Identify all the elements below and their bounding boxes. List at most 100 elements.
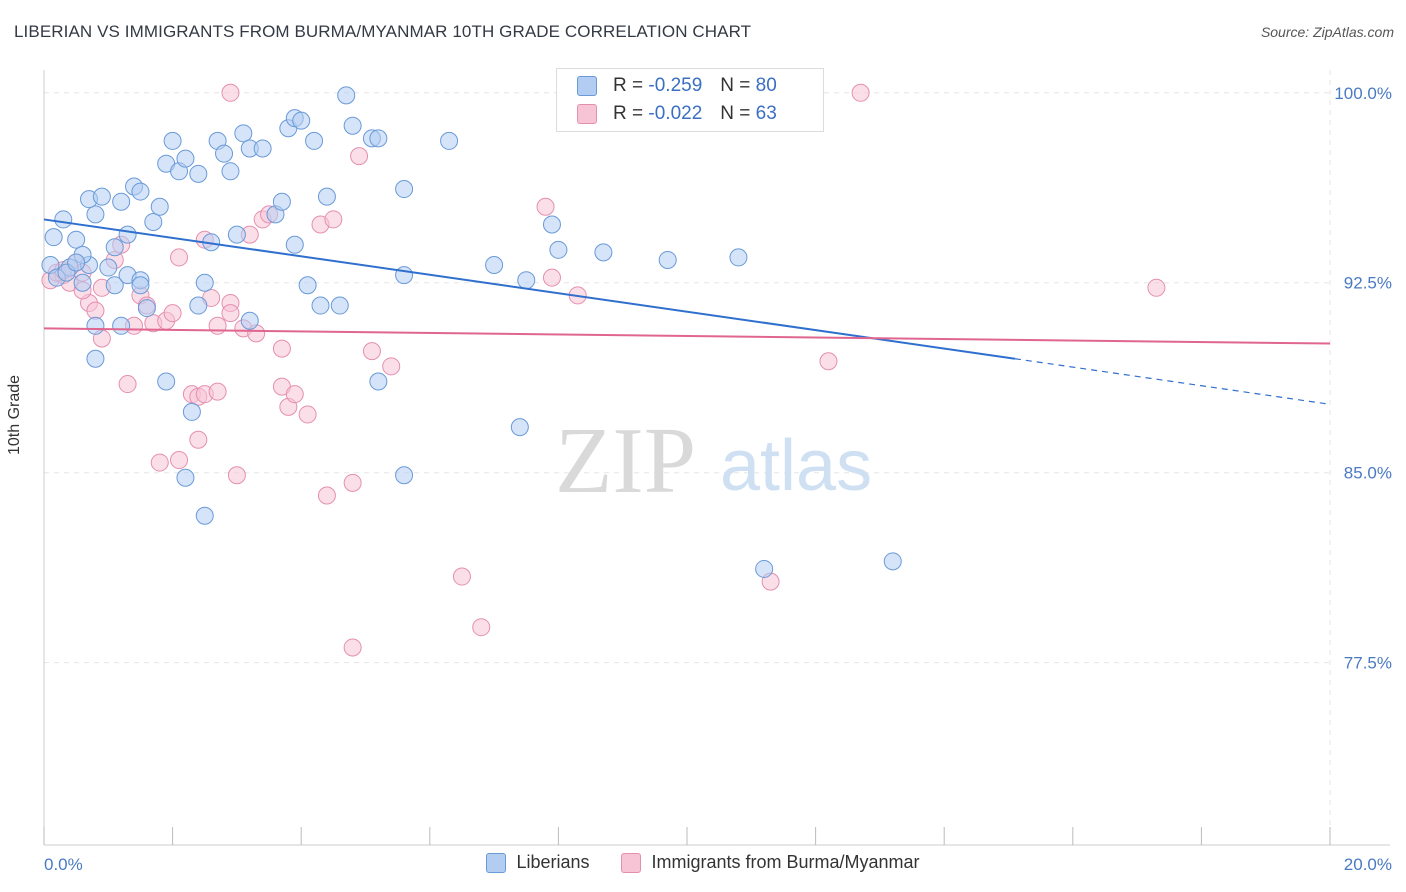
data-point-liberians <box>215 144 234 163</box>
data-point-liberians <box>305 131 324 150</box>
data-point-burma <box>272 339 291 358</box>
tick-labels: 77.5% 85.0% 92.5% 100.0% 0.0% 20.0% <box>44 84 1392 874</box>
data-point-burma <box>150 453 169 472</box>
data-point-liberians <box>240 311 259 330</box>
data-point-liberians <box>67 253 86 272</box>
watermark: ZIP atlas <box>555 409 872 513</box>
data-point-liberians <box>517 271 536 290</box>
data-point-liberians <box>369 372 388 391</box>
legend-n-label: N = <box>720 75 751 96</box>
source-credit: Source: ZipAtlas.com <box>1260 24 1394 40</box>
y-tick-label: 77.5% <box>1344 654 1392 673</box>
y-tick-label: 92.5% <box>1344 274 1392 293</box>
data-point-liberians <box>729 248 748 267</box>
legend-swatch-pink <box>577 104 597 124</box>
data-point-burma <box>298 405 317 424</box>
data-point-liberians <box>285 235 304 254</box>
data-point-burma <box>452 567 471 586</box>
data-point-burma <box>118 375 137 394</box>
data-point-liberians <box>86 349 105 368</box>
data-point-liberians <box>67 230 86 249</box>
data-point-burma <box>221 83 240 102</box>
data-point-liberians <box>144 212 163 231</box>
data-point-burma <box>189 430 208 449</box>
data-point-burma <box>382 357 401 376</box>
data-point-burma <box>343 638 362 657</box>
data-point-liberians <box>234 124 253 143</box>
data-point-burma <box>1147 278 1166 297</box>
data-point-burma <box>542 268 561 287</box>
series-burma-points <box>41 83 1166 657</box>
legend-r-value: -0.259 <box>648 75 703 96</box>
data-point-liberians <box>221 162 240 181</box>
data-point-burma <box>227 466 246 485</box>
data-point-burma <box>170 248 189 267</box>
data-point-burma <box>221 304 240 323</box>
data-point-liberians <box>883 552 902 571</box>
legend-r-label: R = <box>613 103 644 124</box>
correlation-legend: R = -0.259 N = 80 R = -0.022 N = 63 <box>556 68 824 132</box>
trend-line-burma <box>43 327 1331 345</box>
data-point-liberians <box>150 197 169 216</box>
data-point-burma <box>86 301 105 320</box>
legend-item-liberians: Liberians <box>486 852 589 873</box>
x-tick-label: 20.0% <box>1344 855 1392 874</box>
data-point-liberians <box>105 238 124 257</box>
data-point-burma <box>170 451 189 470</box>
chart-title: LIBERIAN VS IMMIGRANTS FROM BURMA/MYANMA… <box>14 22 752 41</box>
data-point-liberians <box>112 192 131 211</box>
legend-swatch-liberians <box>486 852 507 873</box>
data-point-liberians <box>54 210 73 229</box>
legend-n-label: N = <box>720 103 751 124</box>
legend-row-burma: R = -0.022 N = 63 <box>577 101 777 127</box>
legend-swatch-burma <box>621 852 642 873</box>
legend-label-burma: Immigrants from Burma/Myanmar <box>651 852 920 872</box>
data-point-burma <box>851 83 870 102</box>
legend-swatch-blue <box>577 76 597 96</box>
data-point-burma <box>208 316 227 335</box>
data-point-burma <box>285 385 304 404</box>
data-point-liberians <box>330 296 349 315</box>
legend-n-value: 63 <box>755 103 777 124</box>
data-point-liberians <box>253 139 272 158</box>
data-point-liberians <box>189 164 208 183</box>
data-point-liberians <box>311 296 330 315</box>
legend-row-liberians: R = -0.259 N = 80 <box>577 73 777 99</box>
data-point-burma <box>350 147 369 166</box>
data-point-liberians <box>658 250 677 269</box>
data-point-burma <box>163 304 182 323</box>
data-point-liberians <box>440 131 459 150</box>
y-tick-label: 100.0% <box>1334 84 1392 103</box>
data-point-liberians <box>369 129 388 148</box>
data-point-burma <box>208 382 227 401</box>
data-point-liberians <box>105 276 124 295</box>
legend-r-value: -0.022 <box>648 103 703 124</box>
y-tick-label: 85.0% <box>1344 464 1392 483</box>
data-point-liberians <box>86 205 105 224</box>
legend-n-value: 80 <box>755 75 777 96</box>
x-tick-label: 0.0% <box>44 855 83 874</box>
axes <box>43 70 1390 846</box>
data-point-liberians <box>118 225 137 244</box>
data-point-liberians <box>131 182 150 201</box>
data-point-liberians <box>86 316 105 335</box>
series-liberians-points <box>41 86 902 578</box>
data-point-liberians <box>755 559 774 578</box>
data-point-liberians <box>112 316 131 335</box>
data-point-burma <box>343 473 362 492</box>
data-point-liberians <box>272 192 291 211</box>
data-point-burma <box>324 210 343 229</box>
data-point-liberians <box>298 276 317 295</box>
data-point-liberians <box>195 506 214 525</box>
data-point-liberians <box>594 243 613 262</box>
data-point-liberians <box>44 228 63 247</box>
data-point-liberians <box>176 149 195 168</box>
legend-r-label: R = <box>613 75 644 96</box>
data-point-liberians <box>99 258 118 277</box>
trend-line-liberians <box>43 218 1016 360</box>
data-point-liberians <box>131 276 150 295</box>
data-point-liberians <box>395 266 414 285</box>
data-point-liberians <box>485 256 504 275</box>
data-point-liberians <box>182 402 201 421</box>
